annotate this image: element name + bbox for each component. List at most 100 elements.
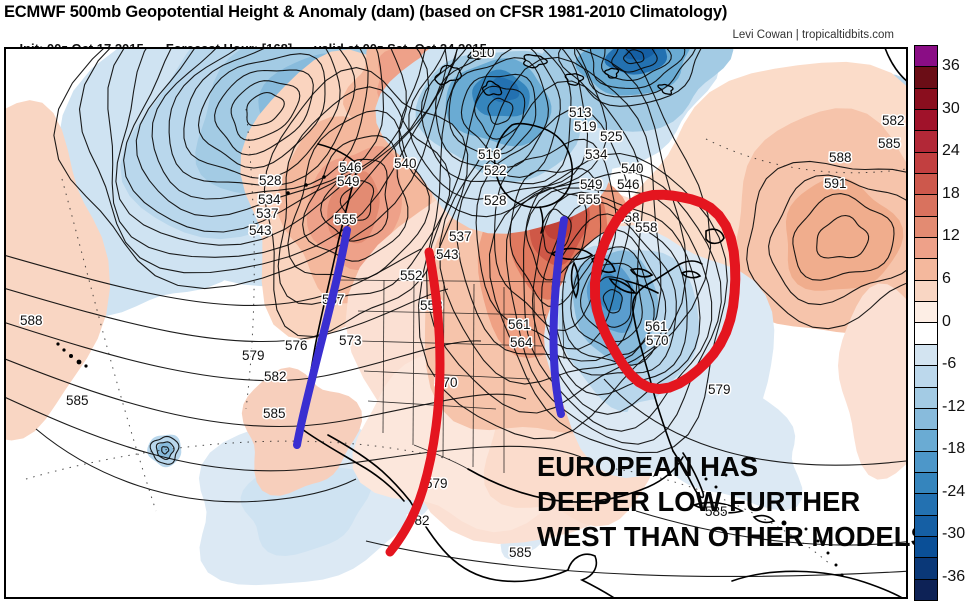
coastline-path: [567, 553, 615, 597]
contour-value-label: 582: [264, 369, 287, 384]
state-borders: [337, 279, 567, 473]
colorbar-segment: [915, 365, 937, 387]
contour-line: [230, 80, 301, 141]
contour-value-label: 522: [484, 163, 507, 178]
contour-value-label: 534: [585, 147, 608, 162]
contour-value-label: 558: [635, 220, 658, 235]
colorbar-segment: [915, 493, 937, 515]
coastline-path: [539, 206, 544, 234]
colorbar-segment: [915, 471, 937, 494]
contour-value-label: 552: [400, 268, 423, 283]
blue-line-annotation-west: [293, 226, 351, 449]
colorbar-tick-label: -30: [942, 525, 966, 543]
graticule-line: [615, 468, 832, 566]
contour-value-label: 510: [472, 49, 495, 60]
border-line: [337, 279, 567, 283]
colorbar-segment: [915, 407, 937, 430]
page-title: ECMWF 500mb Geopotential Height & Anomal…: [4, 3, 728, 21]
contour-value-label: 555: [578, 192, 601, 207]
contour-line: [155, 441, 175, 460]
weather-map-canvas: 5285345375435465495555405105165225285135…: [6, 49, 906, 597]
contour-value-label: 516: [478, 147, 501, 162]
island-dot: [834, 563, 838, 567]
island-outline: [467, 49, 485, 60]
coastline-path: [409, 500, 569, 583]
coastline-path: [301, 428, 405, 502]
colorbar-tick-label: -24: [942, 482, 966, 500]
border-line: [533, 292, 536, 356]
coastline-path: [672, 450, 705, 499]
contour-line: [746, 160, 906, 330]
island-dot: [340, 167, 344, 171]
island-outline: [434, 64, 462, 86]
colorbar-segment: [915, 386, 937, 408]
contour-line: [509, 168, 602, 308]
coastline-path: [625, 280, 659, 294]
island-outline: [564, 73, 585, 86]
colorbar-segment: [915, 514, 937, 536]
credit-text: Levi Cowan | tropicaltidbits.com: [732, 29, 895, 41]
island-dot: [304, 183, 308, 187]
border-line: [363, 370, 531, 380]
coastline-path: [631, 263, 681, 452]
contour-value-label: 585: [705, 504, 728, 519]
island-dot: [840, 573, 844, 577]
border-line: [472, 283, 475, 468]
anomaly-blob: [327, 171, 380, 244]
contour-line: [570, 246, 655, 356]
contour-value-label: 519: [574, 119, 597, 134]
border-line: [382, 279, 385, 434]
coastline-path: [752, 514, 776, 524]
contour-line: [135, 49, 385, 218]
colorbar-segment: [915, 343, 937, 366]
coastline-path: [705, 228, 725, 245]
colorbar-segment: [915, 429, 937, 451]
colorbar-segment: [915, 87, 937, 110]
contour-value-label: 537: [449, 229, 472, 244]
contour-value-label: 546: [339, 160, 362, 175]
contour-value-label: 537: [256, 206, 279, 221]
colorbar-segment: [915, 279, 937, 302]
contour-value-label: 591: [824, 176, 847, 191]
island-dot: [704, 477, 708, 481]
contour-line: [635, 510, 906, 546]
contour-line: [816, 214, 870, 259]
annotation-text-line: DEEPER LOW FURTHER: [537, 486, 861, 517]
colorbar-segment: [915, 66, 937, 88]
colorbar-tick-label: -18: [942, 440, 966, 458]
graticule-dots: [25, 108, 906, 566]
colorbar-segment: [915, 151, 937, 174]
border-line: [413, 444, 469, 470]
island-dot: [76, 359, 82, 365]
contour-value-label: 579: [242, 348, 265, 363]
contour-value-label: 561: [645, 319, 668, 334]
contour-value-label: 534: [258, 192, 281, 207]
colorbar-tick-label: -6: [942, 355, 957, 373]
coastline-path: [680, 270, 702, 279]
colorbar-segment: [915, 450, 937, 472]
contour-line: [558, 49, 702, 107]
coastline-path: [467, 456, 684, 503]
contour-line: [35, 428, 357, 503]
island-dot: [816, 539, 820, 543]
red-oval-annotation: [589, 189, 741, 395]
contour-value-label: 573: [339, 333, 362, 348]
island-dot: [62, 348, 66, 352]
colorbar: [914, 45, 938, 601]
contour-line: [505, 171, 722, 445]
contour-line: [493, 138, 617, 332]
contour-line: [475, 108, 632, 350]
island-outline: [481, 80, 503, 96]
contour-value-label: 543: [249, 223, 272, 238]
contour-value-label: 525: [600, 129, 623, 144]
contour-value-label: 513: [569, 105, 592, 120]
contour-line: [420, 49, 572, 185]
island-dot: [724, 473, 728, 477]
coastline-path: [608, 278, 637, 294]
contour-line: [6, 322, 482, 382]
colorbar-segment: [915, 258, 937, 280]
contour-line: [6, 288, 449, 343]
contour-value-label: 585: [878, 136, 901, 151]
colorbar-segment: [915, 130, 937, 152]
colorbar-ticks: 36 30 24 18 12 6 0 -6 -12 -18 -24 -30 -36: [942, 45, 968, 601]
